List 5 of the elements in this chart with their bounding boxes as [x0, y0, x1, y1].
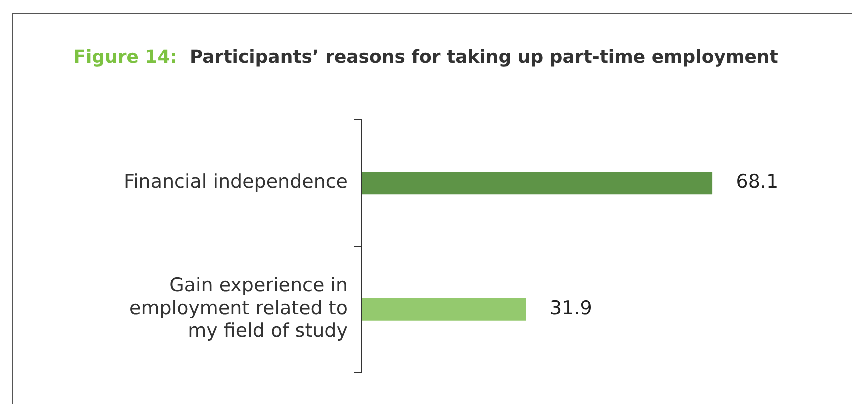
data-label: 68.1: [736, 171, 779, 194]
y-tick-label: Gain experience in employment related to my field of study: [130, 274, 348, 342]
y-tick-label: Financial independence: [124, 171, 348, 194]
chart-title: Figure 14: Participants’ reasons for taking up part-time employment: [74, 47, 778, 68]
data-label: 31.9: [550, 297, 592, 320]
